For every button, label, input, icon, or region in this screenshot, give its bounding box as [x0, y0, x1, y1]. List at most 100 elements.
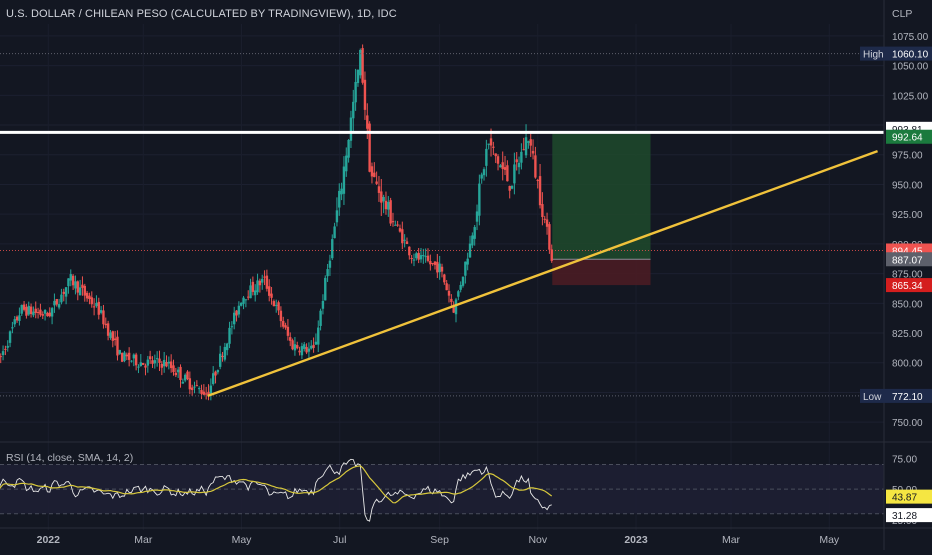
candle-body-210 — [487, 143, 490, 145]
candle-body-28 — [62, 291, 65, 294]
candle-body-22 — [48, 312, 51, 317]
candle-body-151 — [349, 117, 353, 141]
candle-body-38 — [85, 292, 89, 299]
candle-body-6 — [11, 327, 14, 329]
candle-body-161 — [373, 172, 376, 178]
candle-body-102 — [235, 310, 238, 316]
candle-body-236 — [548, 224, 551, 250]
candle-body-47 — [106, 323, 110, 336]
candle-body-49 — [111, 331, 114, 341]
entry-label-bg — [886, 252, 932, 267]
candle-body-200 — [464, 261, 467, 276]
candle-body-145 — [335, 210, 339, 223]
high-label-bg — [886, 46, 932, 61]
candle-body-85 — [195, 385, 199, 387]
candle-body-188 — [436, 261, 439, 273]
y-tick-5: 950.00 — [892, 180, 923, 191]
candle-body-105 — [242, 297, 245, 304]
candle-body-162 — [375, 181, 378, 184]
candle-body-27 — [60, 294, 63, 303]
candle-body-69 — [158, 358, 161, 363]
candle-body-237 — [550, 249, 553, 261]
candle-body-181 — [419, 255, 423, 260]
candle-body-177 — [410, 258, 413, 260]
candle-body-3 — [4, 348, 7, 350]
candle-body-159 — [368, 123, 371, 172]
candle-body-18 — [39, 309, 42, 315]
candle-body-160 — [370, 166, 374, 177]
candle-body-86 — [197, 388, 201, 390]
candle-body-67 — [153, 360, 157, 364]
candle-body-233 — [541, 204, 544, 218]
candle-body-61 — [139, 362, 143, 367]
candle-body-114 — [263, 276, 266, 278]
candle-body-195 — [452, 304, 455, 313]
entry-label: 887.07 — [892, 255, 923, 266]
candle-body-234 — [543, 218, 546, 220]
candle-body-202 — [468, 243, 472, 258]
candle-body-173 — [401, 229, 404, 244]
price-labels: 1060.10High993.81992.64894.45887.07865.3… — [860, 46, 932, 403]
candle-body-222 — [515, 159, 518, 163]
y-tick-6: 925.00 — [892, 210, 923, 221]
candle-body-101 — [233, 312, 236, 325]
candle-body-172 — [398, 228, 402, 232]
candle-body-29 — [64, 287, 68, 297]
candle-body-97 — [223, 346, 227, 360]
candle-body-5 — [8, 331, 12, 343]
rsi-tick-0: 75.00 — [892, 454, 917, 465]
candle-body-41 — [92, 306, 96, 308]
candle-body-139 — [321, 300, 325, 309]
candle-body-205 — [475, 211, 479, 222]
candle-body-98 — [225, 343, 229, 351]
candle-body-192 — [445, 283, 448, 291]
y-tick-1: 1050.00 — [892, 62, 929, 73]
y-tick-13: 750.00 — [892, 418, 923, 429]
candle-body-121 — [279, 310, 283, 322]
candle-body-175 — [405, 241, 409, 245]
candle-body-174 — [403, 239, 406, 241]
candle-body-68 — [155, 358, 159, 360]
high-label: 1060.10 — [892, 50, 929, 61]
candle-body-73 — [167, 361, 171, 364]
candle-body-9 — [18, 315, 21, 321]
candle-body-25 — [55, 299, 58, 305]
candle-body-91 — [209, 385, 213, 394]
candle-body-50 — [113, 338, 117, 340]
candle-body-1 — [0, 356, 2, 358]
candle-body-77 — [176, 369, 180, 373]
candle-body-204 — [473, 227, 476, 239]
candle-body-37 — [83, 285, 86, 296]
candle-body-76 — [174, 372, 178, 376]
candle-body-74 — [169, 361, 173, 369]
candle-body-100 — [230, 326, 234, 328]
candle-body-65 — [148, 356, 152, 360]
candle-body-219 — [508, 185, 511, 191]
candle-body-57 — [130, 360, 133, 362]
rsi-value-1: 31.28 — [892, 511, 917, 522]
rsi-value-0: 43.87 — [892, 493, 917, 504]
candle-body-232 — [538, 176, 542, 206]
candle-body-4 — [6, 345, 9, 348]
candle-body-220 — [510, 185, 514, 189]
candle-body-118 — [272, 301, 276, 307]
candle-body-228 — [529, 139, 532, 146]
candle-body-170 — [394, 224, 397, 226]
candle-body-183 — [424, 256, 427, 258]
candle-body-212 — [492, 146, 495, 148]
x-tick-5: Nov — [528, 534, 547, 546]
candle-body-179 — [415, 253, 418, 259]
candle-body-95 — [218, 353, 222, 367]
candle-body-31 — [69, 274, 72, 281]
candle-body-223 — [517, 162, 521, 168]
candle-body-182 — [422, 254, 425, 257]
candle-body-148 — [342, 166, 346, 194]
candle-body-226 — [524, 137, 528, 156]
candle-body-106 — [244, 299, 248, 301]
candle-body-129 — [298, 350, 301, 353]
high-label-side: High — [863, 50, 884, 61]
candle-body-180 — [417, 252, 420, 260]
candle-body-88 — [202, 391, 206, 395]
